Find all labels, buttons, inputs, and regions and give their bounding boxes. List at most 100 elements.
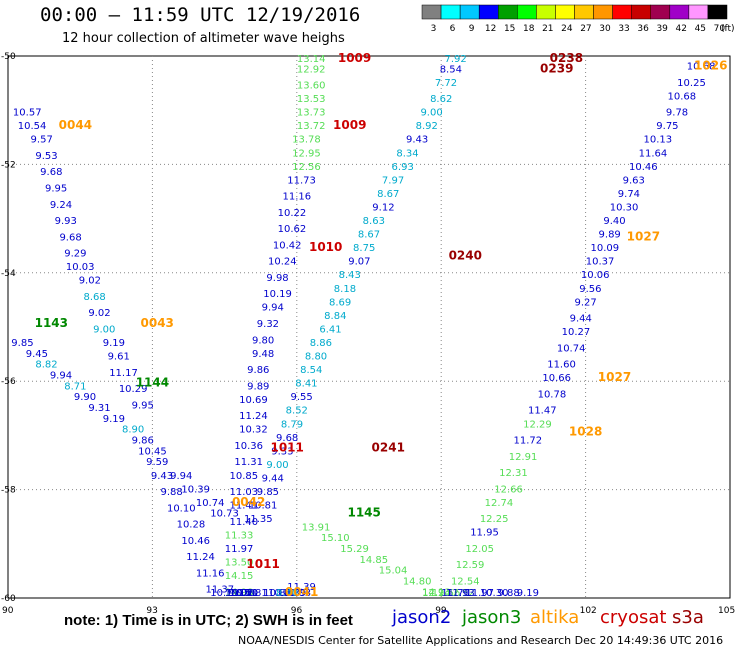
x-tick-label: 96	[291, 606, 303, 616]
footer-note: note: 1) Time is in UTC; 2) SWH is in fe…	[64, 612, 353, 629]
colorbar-swatch	[707, 4, 728, 20]
colorbar-tick: 42	[676, 24, 687, 34]
swh-value-label: 10.13	[643, 135, 672, 146]
swh-value-label: 11.40	[230, 517, 259, 528]
colorbar-swatch	[574, 4, 594, 20]
pass-time-label: 1011	[270, 441, 303, 455]
swh-value-label: 9.95	[132, 400, 154, 411]
swh-value-label: 8.52	[286, 406, 308, 417]
swh-value-label: 13.91	[302, 522, 331, 533]
swh-value-label: 9.85	[11, 338, 33, 349]
swh-value-label: 10.57	[13, 108, 42, 119]
swh-value-label: 7.72	[435, 78, 457, 89]
colorbar-tick: 18	[523, 24, 535, 34]
swh-value-label: 7.92	[445, 54, 467, 65]
swh-value-label: 9.45	[26, 349, 48, 360]
pass-time-label: 1009	[333, 118, 366, 132]
swh-value-label: 10.51	[230, 588, 259, 599]
y-tick-label: -54	[1, 269, 16, 279]
swh-value-label: 8.71	[64, 381, 86, 392]
swh-value-label: 9.00	[266, 460, 288, 471]
legend-altika: altika	[530, 607, 580, 628]
swh-value-label: 12.66	[494, 484, 523, 495]
swh-value-label: 8.63	[363, 216, 385, 227]
swh-value-label: 6.93	[392, 162, 414, 173]
swh-value-label: 11.35	[244, 514, 273, 525]
colorbar-swatch	[498, 4, 518, 20]
colorbar-swatch	[536, 4, 556, 20]
credit-line: NOAA/NESDIS Center for Satellite Applica…	[238, 634, 724, 647]
swh-value-label: 11.95	[470, 528, 499, 539]
swh-value-label: 8.67	[358, 230, 380, 241]
colorbar-swatch	[631, 4, 651, 20]
colorbar-swatch	[440, 4, 461, 20]
swh-value-label: 8.79	[281, 419, 303, 430]
swh-value-label: 9.74	[618, 189, 640, 200]
swh-value-label: 10.19	[263, 289, 292, 300]
swh-value-label: 9.90	[74, 392, 96, 403]
colorbar-swatch	[517, 4, 537, 20]
swh-value-label: 9.12	[372, 202, 394, 213]
swh-value-label: 14.15	[225, 571, 254, 582]
x-tick-label: 105	[718, 606, 735, 616]
swh-value-label: 9.88	[497, 588, 519, 599]
swh-value-label: 9.53	[35, 151, 57, 162]
swh-value-label: 9.59	[146, 457, 168, 468]
colorbar-tick: 21	[542, 24, 553, 34]
swh-value-label: 11.24	[239, 411, 268, 422]
swh-value-label: 9.19	[103, 338, 125, 349]
swh-value-label: 9.68	[276, 433, 298, 444]
swh-value-label: 10.29	[119, 384, 148, 395]
swh-value-label: 10.68	[687, 62, 716, 73]
swh-value-label: 9.63	[623, 175, 645, 186]
swh-value-label: 10.30	[610, 202, 639, 213]
swh-value-label: 9.24	[50, 200, 72, 211]
x-tick-label: 99	[435, 606, 447, 616]
swh-value-label: 11.72	[514, 436, 543, 447]
pass-time-label: 1011	[246, 557, 279, 571]
swh-value-label: 9.95	[228, 588, 250, 599]
swh-value-label: 13.14	[297, 54, 326, 65]
x-tick-label: 93	[146, 606, 157, 616]
colorbar-swatch	[459, 4, 480, 20]
colorbar-tick: 15	[504, 24, 515, 34]
swh-value-label: 9.00	[420, 108, 442, 119]
swh-value-label: 12.56	[432, 588, 461, 599]
swh-value-label: 14.85	[359, 555, 388, 566]
swh-value-label: 10.11	[210, 588, 239, 599]
swh-value-label: 11.47	[528, 406, 557, 417]
swh-value-label: 8.41	[295, 379, 317, 390]
swh-value-label: 14.13	[422, 587, 451, 598]
swh-value-label: 11.03	[230, 487, 259, 498]
swh-value-label: 9.86	[247, 365, 269, 376]
pass-time-label: 1009	[338, 51, 371, 65]
swh-value-label: 10.06	[581, 270, 610, 281]
swh-value-label: 9.44	[570, 314, 592, 325]
swh-value-label: 9.27	[574, 297, 596, 308]
colorbar-tick: 70	[714, 24, 726, 34]
pass-time-label: 1027	[627, 229, 660, 243]
swh-value-label: 9.78	[666, 108, 688, 119]
swh-value-label: 11.17	[109, 368, 138, 379]
swh-value-label: 10.46	[181, 536, 210, 547]
colorbar-tick: 39	[656, 24, 668, 34]
swh-value-label: 11.97	[465, 588, 494, 599]
swh-value-label: 10.27	[562, 327, 591, 338]
swh-value-label: 12.05	[465, 544, 494, 555]
swh-value-label: 8.75	[353, 243, 375, 254]
swh-value-label: 9.86	[132, 436, 154, 447]
y-tick-label: -56	[1, 377, 16, 387]
swh-value-label: 8.34	[396, 148, 418, 159]
swh-value-label: 9.33	[271, 446, 293, 457]
swh-value-label: 8.69	[329, 297, 351, 308]
swh-value-label: 10.66	[542, 373, 571, 384]
swh-value-label: 10.39	[278, 588, 307, 599]
swh-value-label: 9.48	[252, 349, 274, 360]
colorbar-swatch	[650, 4, 671, 20]
swh-value-label: 10.28	[177, 520, 206, 531]
swh-value-label: 11.70	[441, 588, 470, 599]
pass-time-label: 1144	[136, 376, 169, 390]
swh-value-label: 10.78	[538, 389, 567, 400]
y-tick-label: -52	[1, 160, 16, 170]
swh-value-label: 15.04	[379, 566, 408, 577]
